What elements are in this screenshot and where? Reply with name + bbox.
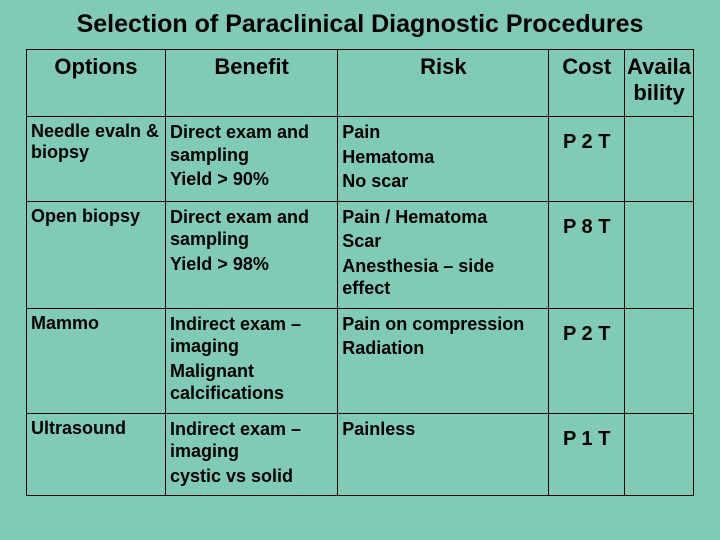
cell-risk: PainHematomaNo scar	[338, 117, 549, 202]
cell-benefit: Indirect exam – imagingcystic vs solid	[165, 413, 337, 496]
col-header-options: Options	[27, 50, 166, 117]
benefit-line: Malignant calcifications	[170, 360, 333, 405]
col-header-availability: Availa bility	[625, 50, 694, 117]
cell-cost: P 2 T	[549, 308, 625, 413]
procedures-table: Options Benefit Risk Cost Availa bility …	[26, 49, 694, 496]
cell-risk: Painless	[338, 413, 549, 496]
risk-line: Scar	[342, 230, 544, 253]
slide: Selection of Paraclinical Diagnostic Pro…	[0, 0, 720, 540]
cell-benefit: Indirect exam – imagingMalignant calcifi…	[165, 308, 337, 413]
cell-option: Mammo	[27, 308, 166, 413]
table-row: Open biopsyDirect exam and samplingYield…	[27, 201, 694, 308]
risk-line: Painless	[342, 418, 544, 441]
cell-cost: P 8 T	[549, 201, 625, 308]
cell-option: Needle evaln & biopsy	[27, 117, 166, 202]
cell-cost: P 2 T	[549, 117, 625, 202]
risk-line: Pain	[342, 121, 544, 144]
benefit-line: Yield > 90%	[170, 168, 333, 191]
cell-option: Open biopsy	[27, 201, 166, 308]
benefit-line: Indirect exam – imaging	[170, 313, 333, 358]
cell-option: Ultrasound	[27, 413, 166, 496]
cell-availability	[625, 201, 694, 308]
risk-line: Pain on compression	[342, 313, 544, 336]
cell-cost: P 1 T	[549, 413, 625, 496]
col-header-benefit: Benefit	[165, 50, 337, 117]
cell-benefit: Direct exam and samplingYield > 90%	[165, 117, 337, 202]
cell-availability	[625, 308, 694, 413]
benefit-line: Direct exam and sampling	[170, 121, 333, 166]
risk-line: Hematoma	[342, 146, 544, 169]
table-row: Needle evaln & biopsyDirect exam and sam…	[27, 117, 694, 202]
table-row: UltrasoundIndirect exam – imagingcystic …	[27, 413, 694, 496]
col-header-cost: Cost	[549, 50, 625, 117]
cell-risk: Pain / HematomaScarAnesthesia – side eff…	[338, 201, 549, 308]
risk-line: Pain / Hematoma	[342, 206, 544, 229]
risk-line: No scar	[342, 170, 544, 193]
slide-title: Selection of Paraclinical Diagnostic Pro…	[26, 10, 694, 39]
risk-line: Radiation	[342, 337, 544, 360]
cell-benefit: Direct exam and samplingYield > 98%	[165, 201, 337, 308]
cell-availability	[625, 117, 694, 202]
cell-risk: Pain on compressionRadiation	[338, 308, 549, 413]
benefit-line: Yield > 98%	[170, 253, 333, 276]
table-row: MammoIndirect exam – imagingMalignant ca…	[27, 308, 694, 413]
benefit-line: Indirect exam – imaging	[170, 418, 333, 463]
table-body: Needle evaln & biopsyDirect exam and sam…	[27, 117, 694, 496]
benefit-line: Direct exam and sampling	[170, 206, 333, 251]
cell-availability	[625, 413, 694, 496]
risk-line: Anesthesia – side effect	[342, 255, 544, 300]
table-header-row: Options Benefit Risk Cost Availa bility	[27, 50, 694, 117]
col-header-risk: Risk	[338, 50, 549, 117]
benefit-line: cystic vs solid	[170, 465, 333, 488]
